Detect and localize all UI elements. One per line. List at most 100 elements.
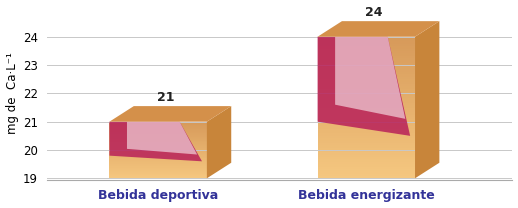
Polygon shape [318, 143, 415, 145]
Polygon shape [318, 48, 415, 51]
Polygon shape [109, 146, 207, 147]
Polygon shape [109, 173, 207, 174]
Polygon shape [109, 139, 207, 140]
Polygon shape [109, 137, 207, 138]
Polygon shape [318, 164, 415, 167]
Polygon shape [318, 117, 415, 119]
Polygon shape [318, 141, 415, 143]
Polygon shape [415, 21, 439, 178]
Polygon shape [318, 72, 415, 74]
Polygon shape [318, 46, 415, 48]
Polygon shape [318, 53, 415, 56]
Polygon shape [318, 37, 410, 136]
Polygon shape [109, 126, 207, 127]
Polygon shape [318, 70, 415, 72]
Polygon shape [318, 65, 415, 67]
Polygon shape [109, 166, 207, 167]
Polygon shape [109, 169, 207, 170]
Polygon shape [318, 131, 415, 134]
Polygon shape [109, 156, 207, 157]
Polygon shape [318, 89, 415, 91]
Polygon shape [109, 142, 207, 143]
Polygon shape [318, 96, 415, 98]
Polygon shape [318, 122, 415, 124]
Polygon shape [318, 134, 415, 136]
Polygon shape [109, 131, 207, 132]
Polygon shape [109, 140, 207, 141]
Polygon shape [109, 175, 207, 176]
Polygon shape [318, 129, 415, 131]
Polygon shape [318, 171, 415, 174]
Polygon shape [318, 136, 415, 138]
Polygon shape [109, 157, 207, 158]
Polygon shape [109, 167, 207, 168]
Polygon shape [318, 176, 415, 178]
Polygon shape [318, 138, 415, 141]
Polygon shape [207, 106, 231, 178]
Polygon shape [318, 152, 415, 155]
Polygon shape [109, 176, 207, 177]
Polygon shape [109, 163, 207, 164]
Polygon shape [109, 130, 207, 131]
Polygon shape [109, 129, 207, 130]
Polygon shape [109, 123, 207, 124]
Polygon shape [318, 67, 415, 70]
Polygon shape [318, 37, 415, 39]
Polygon shape [109, 106, 231, 122]
Polygon shape [318, 44, 415, 46]
Polygon shape [318, 155, 415, 157]
Polygon shape [109, 174, 207, 175]
Polygon shape [318, 39, 415, 41]
Polygon shape [109, 144, 207, 145]
Polygon shape [109, 161, 207, 162]
Polygon shape [109, 153, 207, 154]
Polygon shape [318, 93, 415, 96]
Polygon shape [318, 63, 415, 65]
Polygon shape [318, 100, 415, 103]
Polygon shape [109, 171, 207, 172]
Polygon shape [318, 103, 415, 105]
Polygon shape [109, 124, 207, 125]
Polygon shape [109, 172, 207, 173]
Polygon shape [127, 122, 197, 155]
Polygon shape [318, 98, 415, 100]
Polygon shape [109, 177, 207, 178]
Polygon shape [318, 105, 415, 108]
Polygon shape [109, 168, 207, 169]
Polygon shape [109, 132, 207, 133]
Polygon shape [318, 115, 415, 117]
Polygon shape [109, 152, 207, 153]
Polygon shape [109, 143, 207, 144]
Polygon shape [109, 158, 207, 159]
Polygon shape [318, 91, 415, 93]
Polygon shape [109, 155, 207, 156]
Polygon shape [109, 170, 207, 171]
Polygon shape [109, 145, 207, 146]
Polygon shape [318, 41, 415, 44]
Polygon shape [318, 21, 439, 37]
Polygon shape [318, 126, 415, 129]
Polygon shape [109, 150, 207, 151]
Polygon shape [109, 154, 207, 155]
Y-axis label: mg de  Ca·L⁻¹: mg de Ca·L⁻¹ [6, 52, 19, 134]
Polygon shape [109, 148, 207, 149]
Polygon shape [109, 134, 207, 135]
Polygon shape [109, 136, 207, 137]
Polygon shape [109, 141, 207, 142]
Polygon shape [109, 147, 207, 148]
Polygon shape [318, 112, 415, 115]
Polygon shape [109, 151, 207, 152]
Polygon shape [318, 162, 415, 164]
Polygon shape [318, 51, 415, 53]
Polygon shape [109, 125, 207, 126]
Text: 24: 24 [365, 6, 382, 20]
Polygon shape [109, 159, 207, 160]
Polygon shape [109, 122, 202, 161]
Polygon shape [109, 133, 207, 134]
Polygon shape [318, 167, 415, 169]
Polygon shape [318, 84, 415, 86]
Polygon shape [318, 150, 415, 152]
Polygon shape [318, 74, 415, 77]
Polygon shape [318, 77, 415, 79]
Polygon shape [109, 128, 207, 129]
